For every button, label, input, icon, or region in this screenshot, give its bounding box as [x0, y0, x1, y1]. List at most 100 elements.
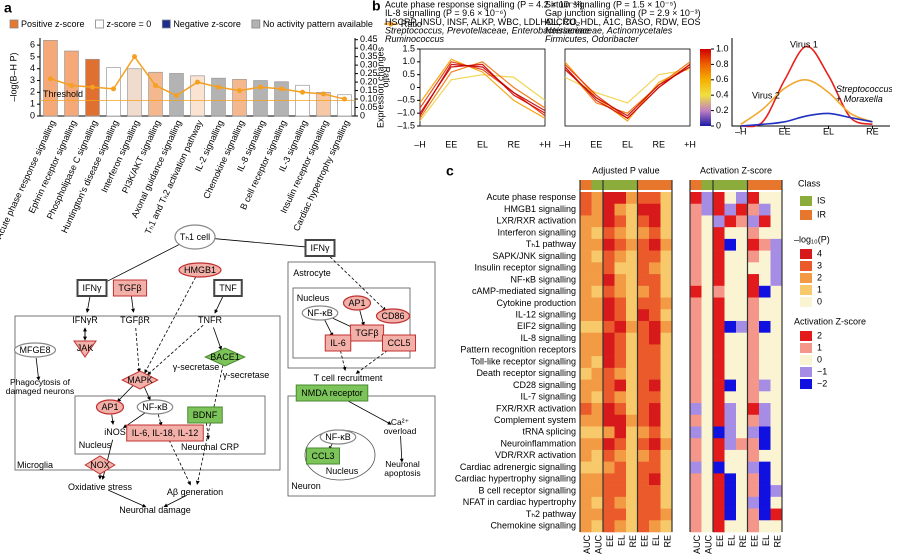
heat-cell	[660, 297, 673, 310]
heat-cell	[759, 344, 771, 357]
heat-cell	[603, 508, 615, 521]
heat-cell	[591, 379, 604, 392]
legend-label: −2	[817, 378, 827, 388]
heat-cell	[637, 297, 650, 310]
y-tick-label: 4	[30, 63, 35, 73]
heat-cell	[649, 438, 661, 451]
class-strip	[614, 180, 626, 190]
heat-cell	[759, 438, 771, 451]
heat-cell	[724, 192, 737, 205]
virus-curve	[740, 79, 873, 125]
heat-cell	[701, 227, 714, 240]
heat-cell	[759, 520, 771, 533]
heat-cell	[724, 367, 737, 380]
node-shape	[295, 384, 369, 402]
heat-cell	[660, 403, 673, 416]
node-shape	[381, 334, 417, 352]
node-label: HMGB1	[184, 265, 216, 275]
heat-cell	[637, 438, 650, 451]
heat-cell	[603, 520, 615, 533]
heat-cell	[724, 262, 737, 275]
x-tick-label: –H	[414, 139, 426, 149]
heat-cell	[724, 391, 737, 404]
ratio-point	[279, 86, 284, 92]
node-label: Tₕ1 cell	[180, 232, 210, 242]
heat-cell	[759, 285, 771, 298]
node-label: BACE1	[210, 352, 240, 362]
heat-cell	[747, 426, 760, 439]
heat-cell	[603, 227, 615, 240]
heat-cell	[637, 227, 650, 240]
heat-cell	[713, 332, 725, 345]
node-shape	[305, 447, 341, 465]
block-title: Adjusted P value	[592, 165, 659, 175]
heat-cell	[736, 262, 748, 275]
edge	[101, 439, 114, 480]
edge	[135, 327, 141, 373]
heat-cell	[660, 367, 673, 380]
heat-cell	[701, 391, 714, 404]
class-strip	[736, 180, 748, 190]
heat-cell	[649, 520, 661, 533]
column-label: RE	[628, 535, 638, 548]
heat-cell	[690, 449, 702, 462]
heat-cell	[770, 320, 783, 333]
colorbar-label: 0.4	[716, 90, 729, 100]
heat-cell	[603, 344, 615, 357]
node-shape	[76, 279, 108, 297]
heat-cell	[736, 344, 748, 357]
node-shape	[95, 399, 125, 415]
annotation: Ruminococcus	[385, 34, 445, 44]
heat-cell	[770, 426, 783, 439]
heat-cell	[759, 309, 771, 322]
x-tick-label: +H	[684, 139, 696, 149]
heat-cell	[580, 403, 592, 416]
node-label: Nucleus	[326, 466, 359, 476]
heat-cell	[713, 344, 725, 357]
row-label: HMGB1 signalling	[504, 204, 576, 214]
heat-cell	[736, 473, 748, 486]
heat-cell	[660, 379, 673, 392]
heat-cell	[603, 449, 615, 462]
heat-cell	[580, 356, 592, 369]
heat-cell	[736, 391, 748, 404]
legend-swatch	[800, 261, 812, 271]
heat-cell	[736, 520, 748, 533]
heat-cell	[591, 344, 604, 357]
edge	[100, 240, 188, 285]
series-label: Virus 2	[752, 90, 780, 100]
heat-cell	[690, 508, 702, 521]
heat-cell	[690, 274, 702, 287]
legend-label: No activity pattern available	[263, 19, 373, 29]
annotation: Firmicutes, Odoribacter	[545, 34, 640, 44]
edge	[168, 439, 191, 486]
column-label: EE	[750, 535, 760, 547]
node-shape	[178, 262, 222, 278]
plot-frame	[564, 48, 691, 127]
heat-cell	[649, 461, 661, 474]
heat-cell	[770, 203, 783, 216]
legend-swatch	[800, 367, 812, 377]
heat-cell	[637, 309, 650, 322]
heat-cell	[736, 461, 748, 474]
column-label: AUC	[582, 535, 592, 554]
heat-cell	[747, 356, 760, 369]
heat-cell	[603, 285, 615, 298]
heat-cell	[690, 485, 702, 498]
heat-cell	[580, 344, 592, 357]
ratio-point	[111, 86, 116, 92]
heat-cell	[736, 367, 748, 380]
heat-cell	[690, 379, 702, 392]
heat-cell	[747, 250, 760, 263]
node-label: Neuronal CRP	[181, 442, 239, 452]
heat-cell	[591, 332, 604, 345]
heat-cell	[649, 332, 661, 345]
annotation: HSCRP, INSU, INSF, ALKP, WBC, LDLHDL, CO…	[385, 17, 581, 27]
heat-cell	[580, 238, 592, 251]
node-label: IL-6, IL-18, IL-12	[132, 428, 199, 438]
node-label: NF-κB	[307, 308, 333, 318]
row-label: tRNA splicing	[522, 427, 576, 437]
heat-cell	[713, 520, 725, 533]
legend-label: IS	[817, 195, 826, 205]
heat-cell	[701, 320, 714, 333]
